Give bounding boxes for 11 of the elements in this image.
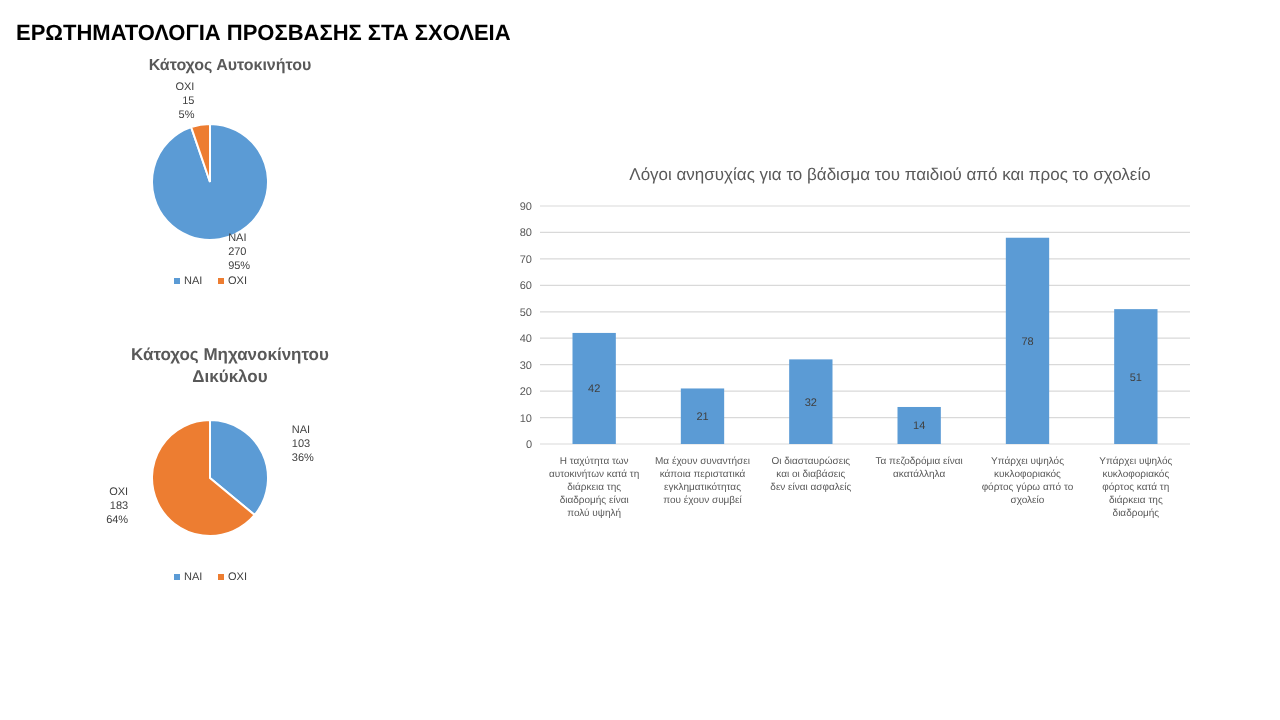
- bar: [789, 359, 833, 444]
- bar: [897, 406, 941, 444]
- chart-title: Λόγοι ανησυχίας για το βάδισμα του παιδιού από και προς το σχολείο: [629, 164, 1152, 184]
- pie-slice: [151, 123, 269, 241]
- chart-title: Κάτοχος Μηχανοκίνητου Δικύκλου: [131, 344, 329, 386]
- bar: [572, 332, 616, 444]
- bar: [1114, 309, 1158, 444]
- chart-subtitle: Κάτοχος Αυτοκινήτου: [148, 56, 313, 74]
- bar: [1005, 237, 1050, 444]
- chart-title: ΕΡΩΤΗΜΑΤΟΛΟΓΙΑ ΠΡΟΣΒΑΣΗΣ ΣΤΑ ΣΧΟΛΕΙΑ: [16, 22, 511, 46]
- bar: [680, 388, 725, 444]
